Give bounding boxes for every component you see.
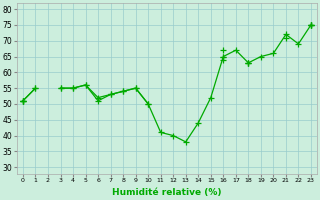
X-axis label: Humidité relative (%): Humidité relative (%) (112, 188, 222, 197)
